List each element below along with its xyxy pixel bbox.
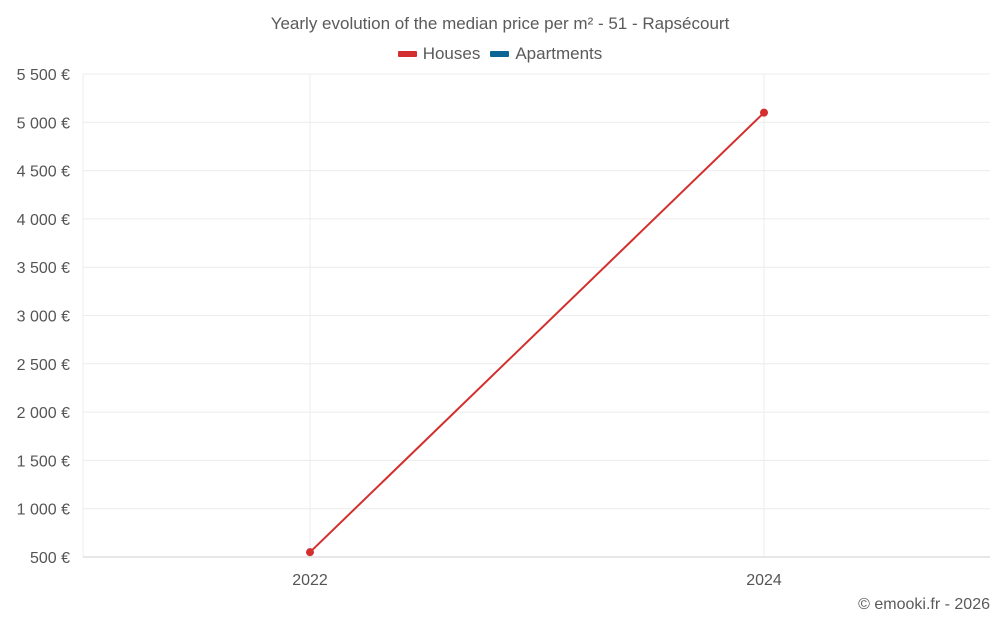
y-tick-label: 4 500 €: [17, 164, 70, 181]
y-tick-label: 2 000 €: [17, 405, 70, 422]
y-tick-label: 3 000 €: [17, 309, 70, 326]
y-tick-label: 2 500 €: [17, 357, 70, 374]
y-tick-label: 1 500 €: [17, 453, 70, 470]
legend-swatch-apartments: [490, 51, 510, 57]
data-point-houses[interactable]: [760, 108, 768, 117]
copyright-footer: © emooki.fr - 2026: [858, 596, 990, 613]
legend: Houses Apartments: [0, 44, 1000, 64]
y-tick-label: 1 000 €: [17, 502, 70, 519]
legend-label-houses: Houses: [422, 44, 481, 63]
y-axis-ticks: 500 € 1 000 € 1 500 € 2 000 € 2 500 € 3 000 €…: [17, 67, 70, 567]
x-tick-label: 2024: [746, 572, 782, 589]
chart-title: Yearly evolution of the median price per…: [270, 14, 730, 33]
y-tick-label: 3 500 €: [17, 260, 70, 277]
legend-item-houses[interactable]: Houses: [397, 44, 481, 64]
y-tick-label: 5 500 €: [17, 67, 70, 84]
legend-item-apartments[interactable]: Apartments: [490, 44, 602, 64]
legend-swatch-houses: [397, 51, 417, 57]
y-tick-label: 4 000 €: [17, 212, 70, 229]
x-axis-ticks: 2022 2024: [292, 572, 782, 589]
series: [306, 108, 768, 557]
y-tick-label: 5 000 €: [17, 115, 70, 132]
legend-label-apartments: Apartments: [515, 44, 603, 63]
grid: [82, 73, 990, 558]
y-tick-label: 500 €: [30, 550, 70, 567]
data-point-houses[interactable]: [306, 548, 314, 557]
x-tick-label: 2022: [292, 572, 328, 589]
series-line-houses: [309, 111, 765, 553]
